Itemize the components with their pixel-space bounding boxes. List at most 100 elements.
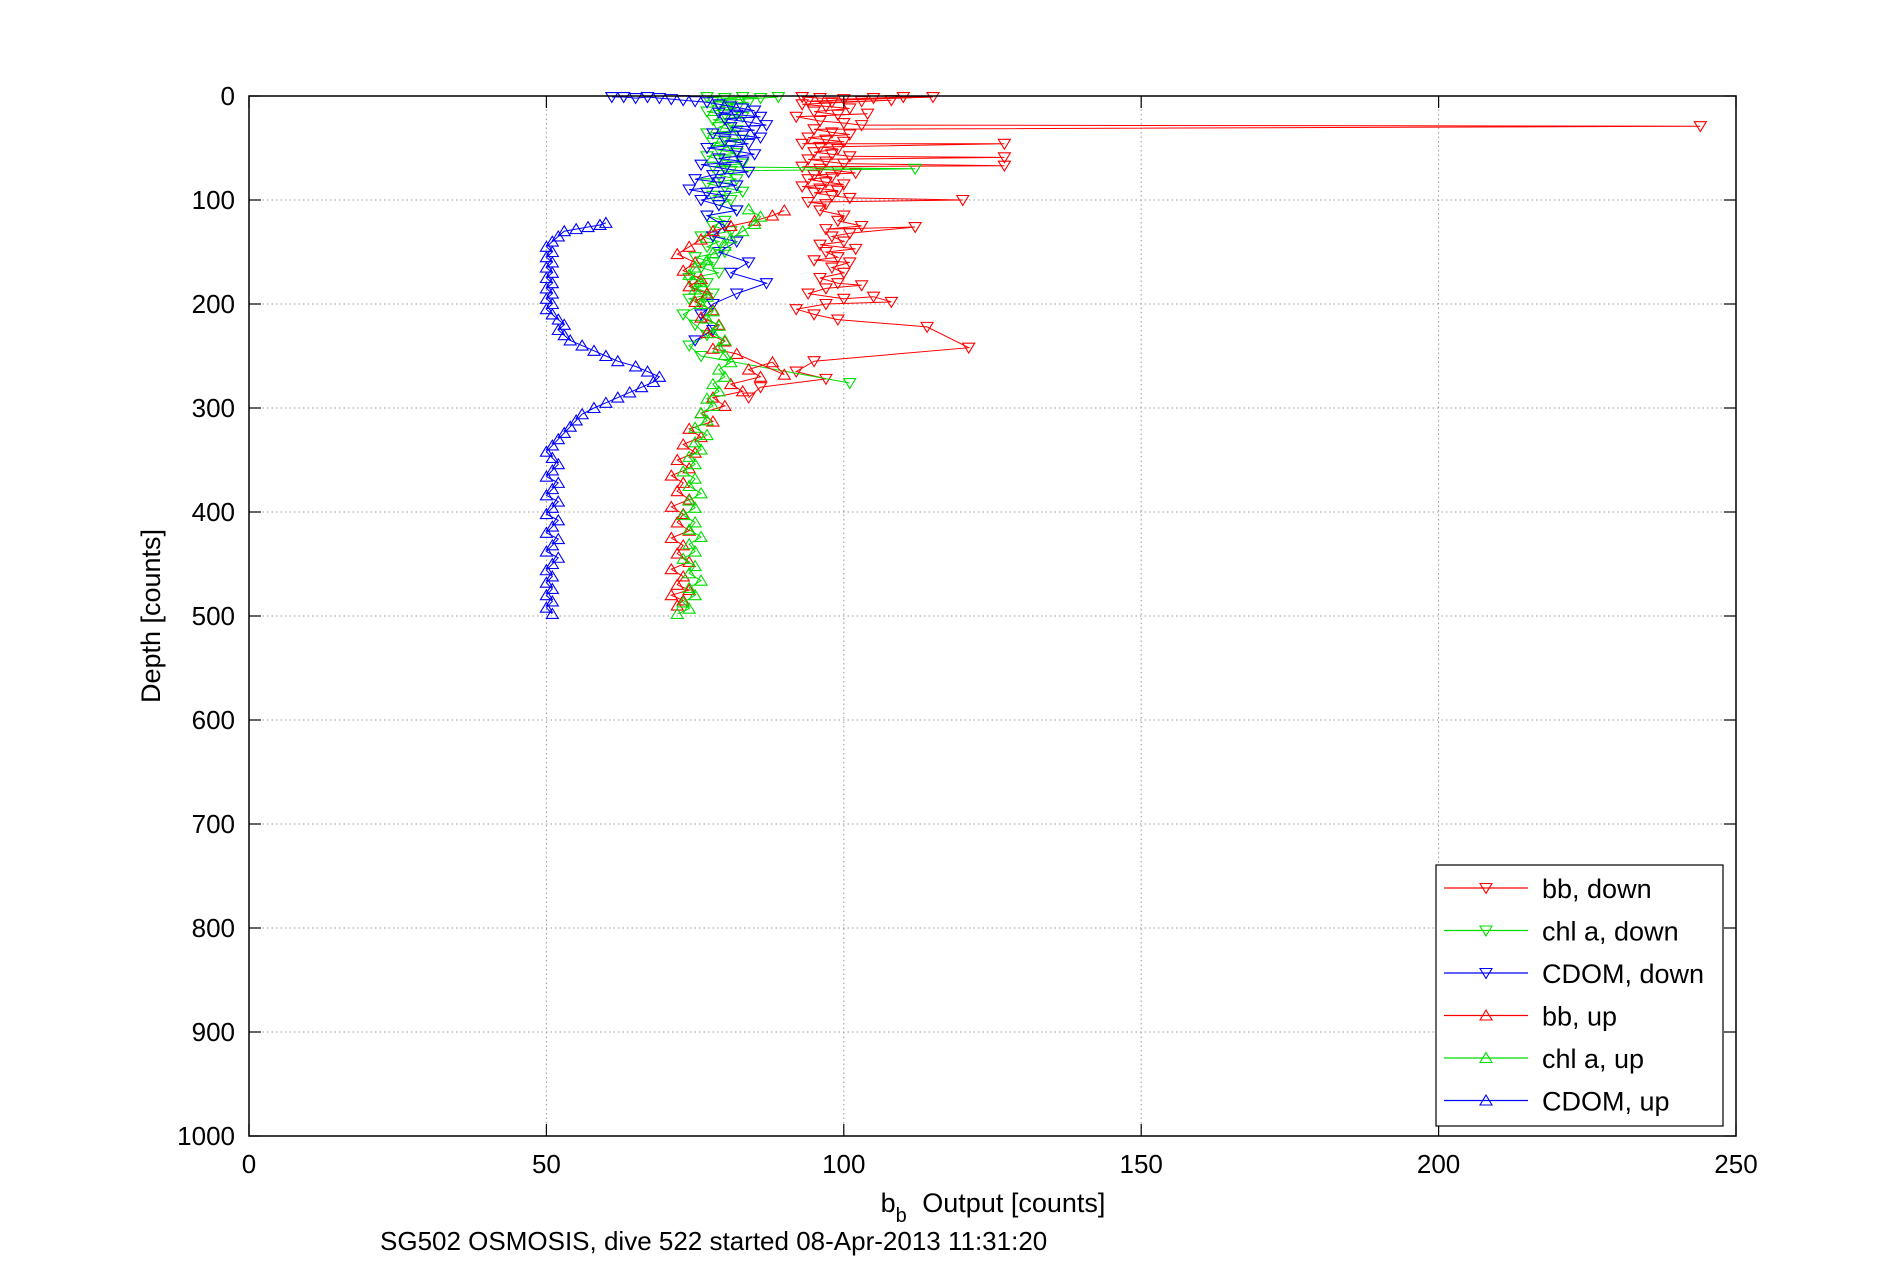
data-point <box>688 319 703 332</box>
data-point <box>723 165 738 178</box>
data-point <box>717 132 732 145</box>
data-point <box>741 138 756 151</box>
x-tick-label: 0 <box>242 1149 256 1179</box>
data-point <box>711 319 726 331</box>
data-point <box>604 91 619 104</box>
data-point <box>700 210 714 223</box>
data-point <box>622 385 637 398</box>
legend-marker <box>1479 1051 1493 1064</box>
data-point <box>682 537 697 550</box>
data-point <box>587 401 601 414</box>
data-point <box>723 355 738 368</box>
data-point <box>735 384 750 397</box>
data-point <box>694 406 709 419</box>
data-point <box>807 255 822 267</box>
data-point <box>694 486 709 499</box>
data-point <box>628 359 643 372</box>
data-point <box>705 377 720 390</box>
data-point <box>836 136 851 149</box>
data-point <box>670 453 685 466</box>
data-point <box>729 109 744 122</box>
y-tick-label: 700 <box>192 809 235 839</box>
data-point <box>860 108 875 121</box>
data-point <box>545 520 560 532</box>
data-point <box>830 314 845 327</box>
legend-marker <box>1479 925 1493 937</box>
data-point <box>676 437 691 450</box>
data-point <box>705 298 720 311</box>
data-point <box>557 224 572 237</box>
data-point <box>694 350 709 363</box>
legend-marker <box>1479 1094 1493 1106</box>
data-point <box>682 450 697 462</box>
data-point <box>807 309 822 321</box>
data-point <box>539 563 554 576</box>
data-point <box>682 602 697 614</box>
data-point <box>765 355 780 368</box>
x-tick-label: 200 <box>1417 1149 1460 1179</box>
x-tick-label: 50 <box>532 1149 561 1179</box>
data-point <box>563 420 578 432</box>
data-point <box>705 128 720 140</box>
x-axis-label-symbol: b <box>881 1188 896 1218</box>
data-point <box>997 160 1012 173</box>
data-point <box>705 415 720 427</box>
data-point <box>807 106 822 119</box>
data-point <box>676 476 691 488</box>
data-point <box>842 151 857 163</box>
data-point <box>717 155 732 167</box>
data-point <box>818 177 833 189</box>
data-point <box>539 445 554 457</box>
data-point <box>711 384 726 397</box>
y-tick-label: 1000 <box>177 1121 235 1151</box>
legend-box <box>1435 864 1724 1127</box>
data-point <box>705 169 720 182</box>
data-point <box>676 552 691 564</box>
data-point <box>735 158 750 171</box>
data-point <box>688 255 703 268</box>
data-point <box>705 246 720 259</box>
data-point <box>545 501 560 513</box>
data-point <box>711 236 726 249</box>
data-point <box>682 184 697 197</box>
data-point <box>789 111 804 124</box>
data-point <box>717 348 732 361</box>
series-line <box>611 96 769 341</box>
data-point <box>569 414 584 426</box>
data-point <box>961 342 976 355</box>
data-point <box>688 335 703 347</box>
data-point <box>634 380 649 393</box>
data-point <box>836 267 851 280</box>
data-point <box>836 293 851 306</box>
data-point <box>700 428 714 441</box>
y-tick-label: 900 <box>192 1017 235 1047</box>
data-point <box>741 97 756 109</box>
legend-entry: chl a, up <box>1542 1044 1644 1074</box>
data-point <box>801 197 816 209</box>
data-point <box>717 135 732 148</box>
data-point <box>705 326 720 339</box>
data-point <box>676 538 691 551</box>
data-point <box>824 190 839 203</box>
data-point <box>705 114 720 127</box>
data-point <box>795 91 810 104</box>
data-point <box>551 432 566 445</box>
legend-marker <box>1479 882 1493 895</box>
data-point <box>694 443 709 455</box>
data-point <box>640 91 655 104</box>
data-point <box>700 290 714 302</box>
data-point <box>539 588 554 601</box>
data-point <box>818 199 833 211</box>
data-point <box>688 261 703 273</box>
x-axis-label-subscript: b <box>896 1205 907 1227</box>
data-point <box>652 370 667 382</box>
data-point <box>807 147 822 159</box>
data-point <box>842 377 857 390</box>
data-point <box>694 272 709 285</box>
data-point <box>670 578 685 590</box>
data-point <box>813 205 827 217</box>
data-point <box>818 134 833 147</box>
data-point <box>610 354 625 367</box>
data-point <box>824 262 839 275</box>
data-point <box>777 368 792 380</box>
